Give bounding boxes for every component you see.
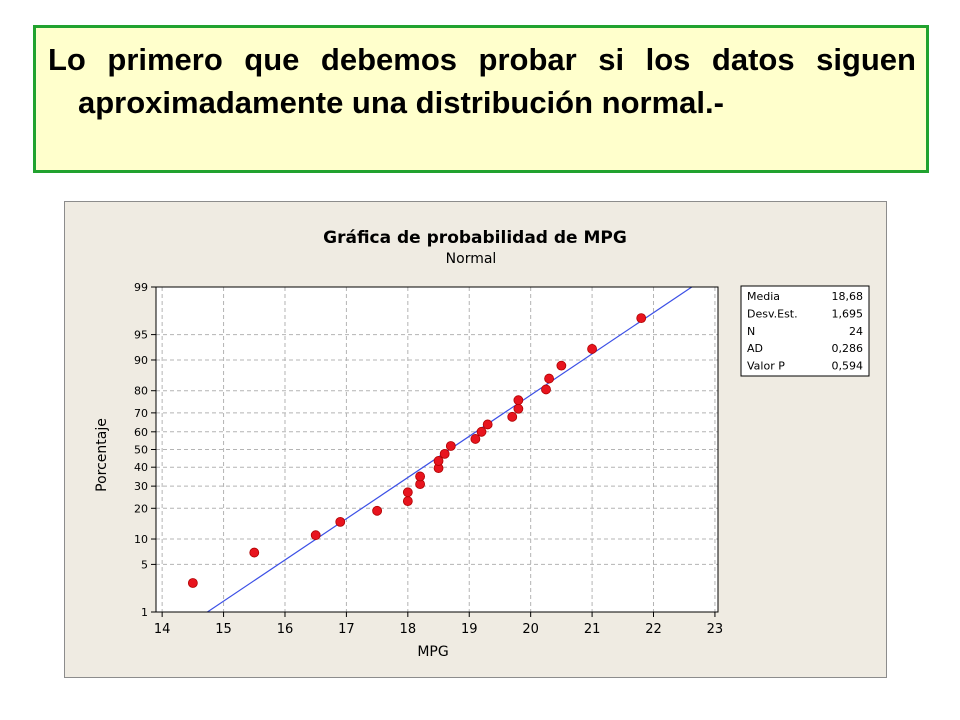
stat-value: 24	[849, 325, 863, 338]
data-point	[476, 426, 487, 437]
stats-box-frame	[740, 285, 870, 377]
data-point	[402, 487, 413, 498]
y-tick-label: 30	[134, 480, 148, 493]
data-point	[507, 411, 518, 422]
data-point	[415, 471, 426, 482]
data-point	[544, 373, 554, 384]
x-tick-label: 19	[461, 622, 478, 637]
data-point	[587, 344, 597, 354]
x-tick-label: 21	[584, 622, 601, 637]
axis-ticks: 14 15 16 17 18 19 20 21 22 2315102030405060708090…	[134, 281, 723, 637]
probability-plot: Gráfica de probabilidad de MPG Normal 14…	[94, 228, 870, 660]
stat-value: 0,594	[832, 360, 864, 373]
y-tick-label: 80	[134, 385, 148, 398]
y-tick-label: 50	[134, 444, 148, 457]
data-point	[636, 313, 647, 324]
data-point	[372, 505, 383, 516]
stat-label: Valor P	[747, 360, 785, 373]
y-tick-label: 20	[134, 502, 148, 515]
y-tick-label: 90	[134, 354, 148, 367]
stat-value: 0,286	[832, 342, 864, 355]
data-point	[335, 516, 346, 527]
grid-lines	[156, 287, 718, 612]
data-points	[187, 313, 647, 588]
x-tick-label: 23	[707, 622, 724, 637]
y-tick-label: 60	[134, 426, 148, 439]
y-tick-label: 70	[134, 407, 148, 420]
y-tick-label: 10	[134, 533, 148, 546]
header-box: Lo primero que debemos probar si los dat…	[33, 25, 929, 173]
y-tick-label: 95	[134, 329, 148, 342]
x-tick-label: 16	[277, 622, 294, 637]
x-tick-label: 22	[645, 622, 662, 637]
stat-label: AD	[747, 342, 763, 355]
y-tick-label: 1	[141, 606, 148, 619]
data-point	[513, 395, 524, 406]
x-tick-label: 14	[154, 622, 171, 637]
x-tick-label: 15	[215, 622, 232, 637]
data-point	[445, 441, 456, 451]
x-tick-label: 20	[522, 622, 539, 637]
stat-label: Media	[747, 290, 780, 303]
data-point	[249, 547, 260, 558]
header-text: Lo primero que debemos probar si los dat…	[48, 42, 916, 120]
chart-subtitle: Normal	[446, 251, 497, 267]
y-tick-label: 99	[134, 281, 148, 294]
data-point	[433, 456, 444, 466]
stats-box: Media 18,68 Desv.Est. 1,695 N 24 AD 0,286 Valor …	[740, 285, 870, 377]
data-point	[470, 434, 481, 444]
x-tick-label: 17	[338, 622, 355, 637]
data-point	[541, 384, 551, 395]
data-point	[482, 419, 493, 430]
data-point	[439, 448, 450, 459]
chart-title: Gráfica de probabilidad de MPG	[323, 228, 627, 248]
stat-label: Desv.Est.	[747, 307, 798, 320]
plot-border	[155, 286, 719, 613]
stat-value: 18,68	[832, 290, 864, 303]
data-point	[513, 403, 524, 414]
data-point	[310, 530, 321, 541]
data-point	[556, 360, 567, 371]
y-tick-label: 40	[134, 461, 148, 474]
y-tick-label: 5	[141, 558, 148, 571]
x-tick-label: 18	[400, 622, 417, 637]
y-axis-title: Porcentaje	[94, 418, 110, 492]
stat-value: 1,695	[832, 307, 864, 320]
stat-label: N	[747, 325, 755, 338]
probability-plot-panel: Gráfica de probabilidad de MPG Normal 14…	[64, 201, 887, 678]
x-axis-title: MPG	[417, 644, 448, 660]
data-point	[187, 578, 198, 588]
data-point	[402, 496, 413, 507]
